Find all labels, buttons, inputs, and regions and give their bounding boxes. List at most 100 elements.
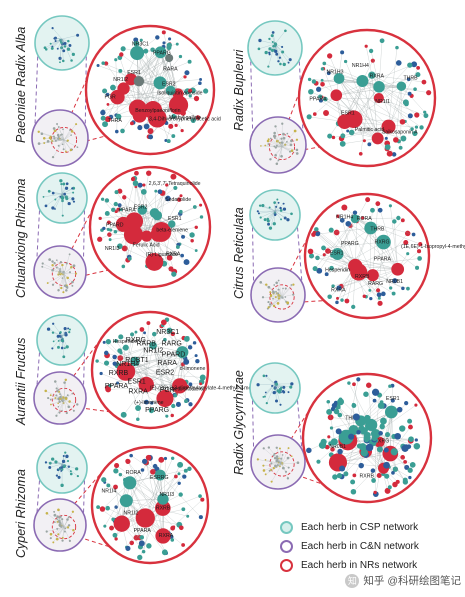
nr-small-node xyxy=(184,259,190,265)
csp-node xyxy=(58,57,61,60)
csp-node xyxy=(284,29,287,32)
nr-small-node xyxy=(388,485,392,489)
nr-compound-node xyxy=(130,46,144,60)
nr-small-node xyxy=(99,217,102,220)
nr-small-node xyxy=(184,469,188,473)
csp-node xyxy=(71,187,73,189)
nr-small-node xyxy=(341,205,347,211)
nr-small-node xyxy=(199,204,202,207)
cn-node xyxy=(53,511,55,513)
cn-node xyxy=(59,393,61,395)
legend-swatch-nrs xyxy=(280,559,293,572)
cn-node xyxy=(47,140,50,143)
cn-node xyxy=(262,296,264,298)
nr-small-node xyxy=(101,116,106,121)
cn-node xyxy=(296,152,299,155)
cn-node xyxy=(58,401,60,403)
csp-node xyxy=(268,52,270,54)
nr-small-node xyxy=(377,293,380,296)
node-label: RXRA xyxy=(159,533,174,539)
csp-node xyxy=(283,208,286,211)
herb-label-citrus: Citrus Reticulata xyxy=(232,207,246,299)
node-label: THRB xyxy=(370,227,385,233)
cn-node xyxy=(278,289,280,291)
cn-node xyxy=(61,133,63,135)
csp-node xyxy=(60,46,63,49)
nr-small-node xyxy=(105,198,109,202)
nr-small-node xyxy=(389,204,392,207)
nr-small-node xyxy=(107,103,110,106)
nr-small-node xyxy=(186,515,189,518)
nr-dense-node xyxy=(377,446,383,452)
cn-node xyxy=(273,467,275,469)
cn-node xyxy=(273,146,275,148)
csp-node xyxy=(57,48,59,50)
nr-small-node xyxy=(378,297,381,300)
nr-small-node xyxy=(188,402,192,406)
nr-small-node xyxy=(380,38,385,43)
cn-node xyxy=(285,296,287,298)
nr-small-node xyxy=(351,305,355,309)
cn-node xyxy=(72,529,74,531)
nr-small-node xyxy=(321,79,324,82)
csp-node xyxy=(261,204,264,207)
node-label: PPARA xyxy=(374,257,392,263)
nr-small-node xyxy=(381,292,386,297)
csp-node xyxy=(64,327,67,330)
nr-small-node xyxy=(387,151,393,157)
nr-receptor-node xyxy=(330,89,342,101)
node-label: PPARA xyxy=(134,528,152,534)
cn-node xyxy=(280,155,283,158)
cn-node xyxy=(292,293,294,295)
nr-small-node xyxy=(408,468,413,473)
nr-small-node xyxy=(400,119,406,125)
nr-small-node xyxy=(171,134,175,138)
nr-small-node xyxy=(102,227,105,230)
nr-receptor-node xyxy=(114,515,130,531)
cn-node xyxy=(62,537,64,539)
connector-csp-cn-right xyxy=(83,353,84,391)
herb-network-2: ESR2beta-sitosterolPGR(E)-(2S)-3,3-dimet… xyxy=(34,312,287,428)
nr-small-node xyxy=(120,129,125,134)
csp-node xyxy=(280,209,283,212)
cn-node xyxy=(38,142,41,145)
csp-node xyxy=(59,61,61,63)
nr-small-node xyxy=(158,457,164,463)
cn-node xyxy=(56,387,58,389)
csp-node xyxy=(279,63,282,66)
csp-node xyxy=(51,457,54,460)
cn-node xyxy=(269,303,271,305)
nr-small-node xyxy=(142,183,145,186)
cn-node xyxy=(62,291,64,293)
cn-node xyxy=(72,511,74,513)
nr-small-node xyxy=(113,468,118,473)
cn-node xyxy=(57,289,59,291)
csp-node xyxy=(52,331,54,333)
nr-small-node xyxy=(195,359,199,363)
nr-dense-node xyxy=(397,407,403,413)
node-label: NR1I2 xyxy=(124,511,139,517)
node-label: RARG xyxy=(368,281,383,287)
nr-small-node xyxy=(367,142,371,146)
csp-node xyxy=(67,40,70,43)
node-label: ESR1 xyxy=(128,378,146,385)
cn-node xyxy=(288,467,290,469)
nr-compound-node xyxy=(134,76,144,86)
nr-small-node xyxy=(313,266,318,271)
nr-small-node xyxy=(340,50,344,54)
cn-node xyxy=(262,465,264,467)
csp-node xyxy=(271,34,274,37)
nr-small-node xyxy=(345,221,351,227)
nr-small-node xyxy=(373,491,376,494)
csp-node xyxy=(277,60,279,62)
nr-small-node xyxy=(97,237,102,242)
zhihu-logo-icon: 知 xyxy=(345,574,359,588)
nr-small-node xyxy=(199,78,202,81)
nr-small-node xyxy=(393,137,399,143)
nr-small-node xyxy=(395,46,399,50)
csp-node xyxy=(45,461,47,463)
cn-node xyxy=(269,291,271,293)
nr-small-node xyxy=(97,64,100,67)
nr-small-node xyxy=(403,479,408,484)
nr-small-node xyxy=(184,336,190,342)
